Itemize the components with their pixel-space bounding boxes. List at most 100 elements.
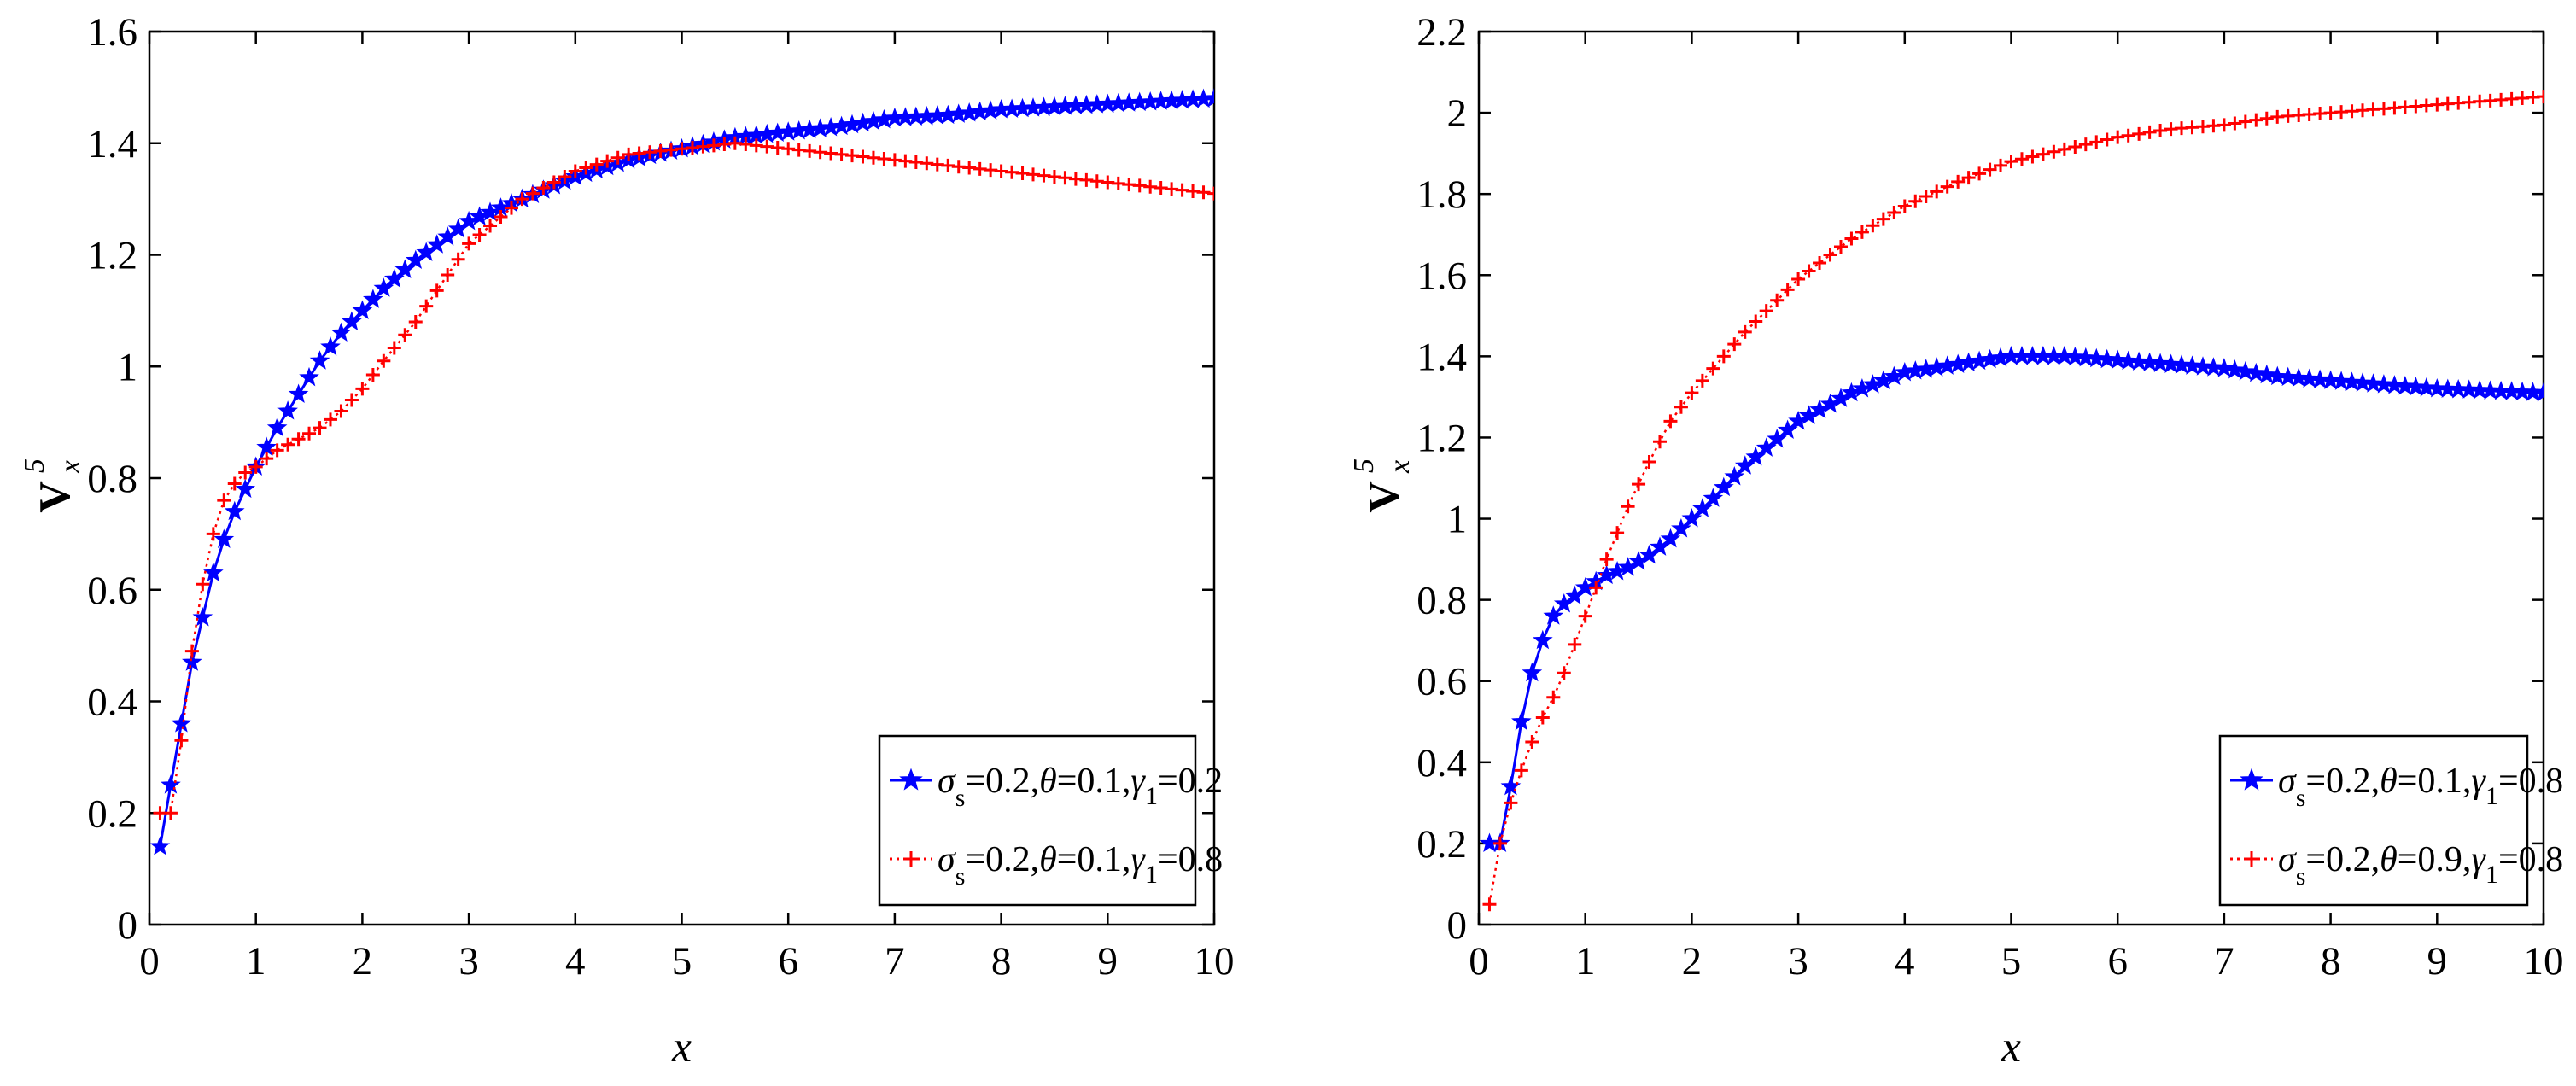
data-point-plus [238, 465, 253, 480]
data-point-star [2246, 362, 2267, 382]
data-point-plus [1823, 248, 1837, 262]
data-point-plus [2047, 144, 2061, 159]
data-point-plus [1897, 199, 1912, 213]
legend-label-gamma: γ [2471, 840, 2486, 879]
data-point-star [2235, 360, 2256, 381]
x-tick-label: 9 [2427, 939, 2448, 984]
data-point-star [2182, 355, 2203, 375]
legend-box [2218, 734, 2529, 907]
legend-label-text2: =0.9, [2398, 840, 2472, 879]
x-tick-label: 10 [2524, 939, 2564, 984]
data-point-plus [600, 154, 615, 168]
data-point-plus [323, 412, 337, 427]
data-point-star [277, 400, 298, 420]
y-tick-label: 1.4 [1417, 335, 1467, 379]
data-point-plus [558, 169, 572, 184]
data-point-plus [1207, 186, 1214, 201]
legend-label-sigma: σ [938, 762, 957, 801]
y-tick-label: 0.6 [87, 569, 137, 613]
y-tick-label: 0.4 [87, 680, 137, 725]
data-point-star [1511, 710, 1532, 731]
x-tick-label: 4 [1895, 939, 1915, 984]
y-tick-label: 1.6 [1417, 254, 1467, 298]
data-point-plus [302, 426, 317, 441]
legend-label: σs=0.2,θ=0.1,γ1=0.8 [938, 840, 1223, 890]
legend-label-sigma: σ [2278, 840, 2298, 879]
y-axis-label-sub: x [1384, 460, 1416, 474]
data-point-plus [2036, 147, 2050, 161]
data-point-plus [1844, 231, 1859, 246]
data-point-star [1692, 498, 1713, 517]
x-tick-label: 9 [1098, 939, 1119, 984]
legend-label-sigma-sub: s [2296, 784, 2306, 812]
data-point-star [1533, 629, 1553, 650]
data-point-star [1703, 488, 1724, 507]
data-point-star [2214, 358, 2234, 377]
data-point-plus [217, 493, 231, 508]
data-point-star [235, 478, 256, 499]
data-point-plus [1919, 190, 1933, 204]
data-point-plus [1685, 386, 1699, 400]
data-point-plus [1621, 499, 1635, 514]
x-tick-label: 4 [565, 939, 586, 984]
legend-label-text2: =0.1, [1057, 840, 1131, 879]
data-point-plus [2025, 149, 2040, 164]
data-point-star [2193, 356, 2213, 376]
data-point-plus [1504, 796, 1518, 810]
data-point-star [2096, 348, 2117, 369]
data-point-plus [1866, 219, 1880, 233]
data-point-plus [589, 157, 604, 172]
data-point-plus [610, 150, 625, 165]
data-point-plus [429, 283, 444, 298]
data-point-star [2065, 346, 2086, 366]
data-point-plus [1876, 212, 1890, 226]
data-point-plus [1994, 158, 2008, 172]
data-point-star [2150, 353, 2170, 372]
data-point-star [192, 606, 213, 627]
data-point-star [2075, 347, 2096, 367]
legend-label-sigma: σ [938, 840, 957, 879]
y-tick-label: 0.2 [87, 791, 137, 836]
legend-label-text1: =0.2, [2305, 840, 2380, 879]
data-point-star [2352, 372, 2373, 392]
data-point-plus [462, 236, 476, 251]
data-point-star [299, 366, 319, 387]
data-point-plus [1599, 552, 1614, 567]
legend-marker-star [2240, 768, 2263, 791]
x-tick-label: 7 [2214, 939, 2234, 984]
y-axis-label: V 5 x [19, 458, 86, 513]
data-point-star [2310, 369, 2330, 388]
data-point-plus [260, 452, 274, 466]
data-point-plus [515, 192, 529, 207]
data-point-star [2374, 374, 2394, 394]
data-point-plus [1908, 194, 1923, 208]
data-point-star [2054, 345, 2075, 365]
data-point-plus [2153, 124, 2168, 138]
legend-entry-2: σs=0.2,θ=0.1,γ1=0.8 [890, 840, 1223, 890]
legend-label-gamma-sub: 1 [2485, 861, 2498, 889]
legend: σs=0.2,θ=0.1,γ1=0.8σs=0.2,θ=0.9,γ1=0.8 [2218, 734, 2563, 907]
data-point-star [1671, 517, 1691, 538]
x-tick-label: 2 [353, 939, 373, 984]
y-axis-label-sup: 5 [1348, 458, 1380, 473]
data-point-plus [365, 368, 380, 382]
x-tick-label: 0 [1469, 939, 1489, 984]
data-point-plus [184, 644, 199, 658]
legend-label-gamma: γ [2471, 762, 2486, 801]
data-point-star [266, 417, 288, 437]
x-tick-label: 6 [2107, 939, 2128, 984]
data-point-plus [2132, 126, 2147, 141]
data-point-plus [1759, 304, 1773, 318]
data-point-star [1522, 662, 1543, 682]
legend-marker-plus [903, 851, 919, 867]
data-point-plus [472, 227, 487, 242]
y-axis-label-sub: x [55, 460, 86, 474]
legend-entry-1: σs=0.2,θ=0.1,γ1=0.2 [890, 762, 1223, 812]
legend-label-gamma-sub: 1 [1145, 782, 1158, 810]
data-point-plus [355, 382, 370, 396]
x-tick-label: 5 [672, 939, 692, 984]
data-point-plus [441, 268, 455, 283]
data-point-plus [281, 437, 295, 452]
data-point-plus [1610, 526, 1625, 540]
